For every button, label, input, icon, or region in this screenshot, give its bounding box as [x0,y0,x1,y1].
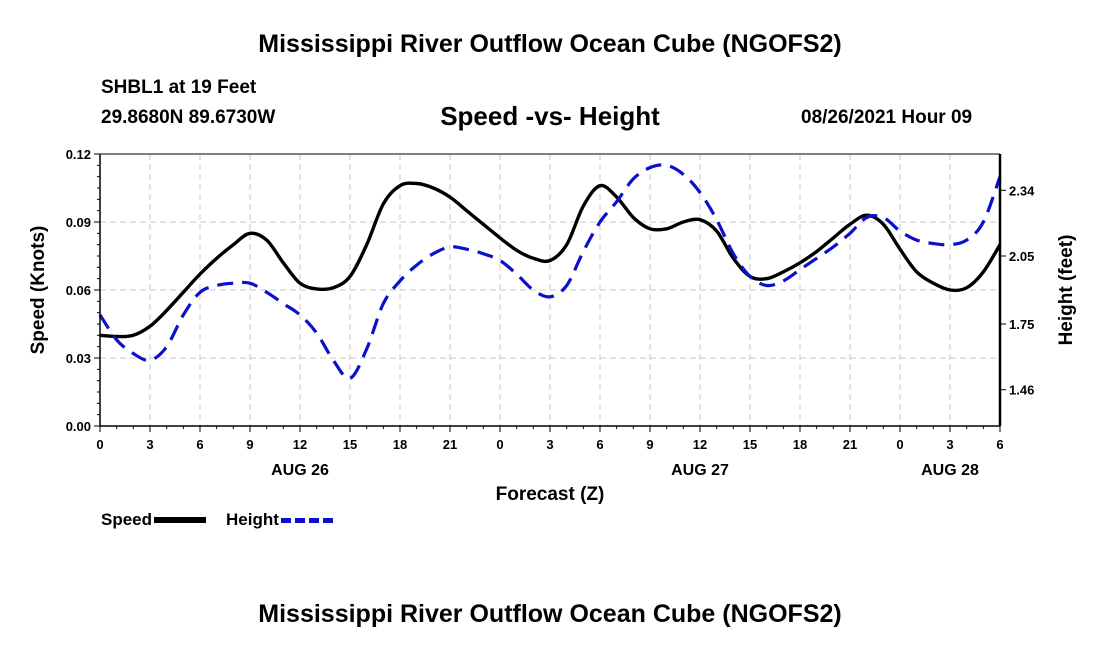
x-tick-label: 3 [146,437,153,452]
station-label: SHBL1 at 19 Feet [101,77,257,98]
y-left-tick-label: 0.00 [66,419,91,434]
x-tick-label: 12 [293,437,307,452]
speed-series-line [99,181,1002,339]
y-left-tick-label: 0.03 [66,351,91,366]
y-left-tick-label: 0.09 [66,215,91,230]
x-tick-label: 6 [196,437,203,452]
date-label: AUG 27 [671,462,729,479]
x-tick-label: 9 [246,437,253,452]
y-right-tick-label: 2.34 [1009,183,1035,198]
x-tick-label: 18 [793,437,807,452]
legend-speed-swatch [154,517,207,523]
x-tick-label: 0 [96,437,103,452]
x-tick-label: 15 [343,437,357,452]
coordinates-label: 29.8680N 89.6730W [101,107,276,128]
x-tick-label: 0 [896,437,903,452]
y-right-tick-label: 1.46 [1009,383,1034,398]
x-tick-label: 3 [946,437,953,452]
legend: Speed Height [101,509,353,531]
y-right-tick-label: 1.75 [1009,317,1034,332]
x-tick-label: 12 [693,437,707,452]
x-tick-label: 21 [443,437,457,452]
axis-labels: 0 3 6 9 12 15 18 21 0 3 6 9 12 15 18 21 0 3 6 0.00 0.03 0.06 0… [28,147,1077,505]
y-left-axis-title: Speed (Knots) [28,226,49,355]
height-series-line [98,163,1002,381]
forecast-datetime: 08/26/2021 Hour 09 [801,107,973,128]
legend-item-height: Height [226,510,333,530]
y-right-axis-title: Height (feet) [1056,235,1077,346]
legend-height-label: Height [226,510,279,529]
x-tick-label: 15 [743,437,757,452]
date-label: AUG 28 [921,462,979,479]
date-label: AUG 26 [271,462,329,479]
x-tick-label: 18 [393,437,407,452]
chart-subtitle: Speed -vs- Height [440,101,660,131]
y-left-tick-label: 0.12 [66,147,91,162]
x-tick-label: 6 [996,437,1003,452]
legend-speed-label: Speed [101,510,153,529]
x-tick-label: 3 [546,437,553,452]
legend-height-swatch [280,517,333,523]
series-layer [98,163,1002,381]
x-tick-label: 21 [843,437,857,452]
x-tick-label: 9 [646,437,653,452]
grid [100,154,1000,426]
y-left-tick-label: 0.06 [66,283,91,298]
x-tick-label: 0 [496,437,503,452]
axes [94,153,1006,432]
x-axis-title: Forecast (Z) [496,484,605,505]
chart-title: Mississippi River Outflow Ocean Cube (NG… [258,30,842,58]
y-right-tick-label: 2.05 [1009,249,1034,264]
x-tick-label: 6 [596,437,603,452]
legend-item-speed: Speed [101,510,207,530]
footer-title: Mississippi River Outflow Ocean Cube (NG… [258,600,842,628]
